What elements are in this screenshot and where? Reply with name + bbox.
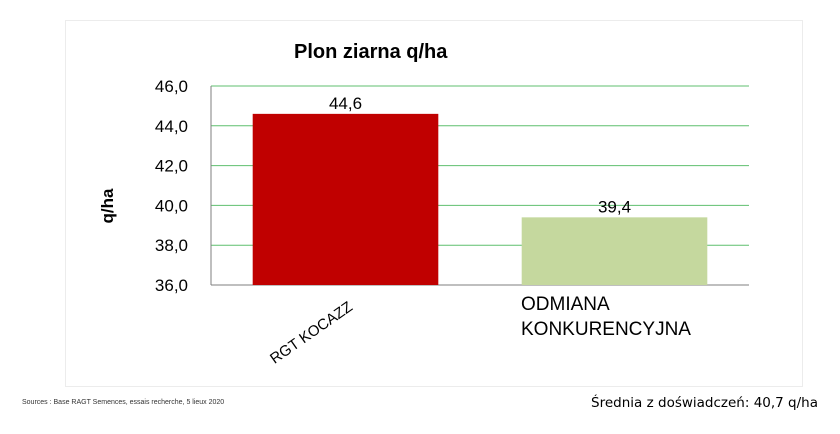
bar-chart: Plon ziarna q/ha 46,0 44,0 42,0 40,0 38,0 36,… [98, 41, 749, 368]
data-label: 44,6 [329, 94, 362, 113]
y-tick-label: 46,0 [155, 77, 188, 96]
y-tick-label: 44,0 [155, 117, 188, 136]
bar [252, 113, 439, 285]
y-tick-labels: 46,0 44,0 42,0 40,0 38,0 36,0 [155, 77, 188, 295]
category-label: KONKURENCYJNA [521, 319, 691, 340]
source-note: Sources : Base RAGT Semences, essais rec… [22, 399, 225, 406]
data-labels: 44,6 39,4 [329, 94, 631, 216]
bar [521, 217, 708, 285]
y-axis-label: q/ha [98, 188, 117, 223]
category-labels: RGT KOCAZZ ODMIANA KONKURENCYJNA [267, 294, 691, 368]
y-tick-label: 38,0 [155, 236, 188, 255]
data-label: 39,4 [598, 197, 631, 216]
bars [252, 113, 708, 285]
y-tick-label: 36,0 [155, 276, 188, 295]
category-label: RGT KOCAZZ [267, 298, 356, 367]
y-tick-label: 42,0 [155, 157, 188, 176]
average-note: Średnia z doświadczeń: 40,7 q/ha [591, 395, 818, 411]
chart-panel: Plon ziarna q/ha 46,0 44,0 42,0 40,0 38,0 36,… [65, 20, 803, 387]
category-label: ODMIANA [521, 294, 610, 315]
chart-title: Plon ziarna q/ha [294, 41, 448, 63]
y-tick-label: 40,0 [155, 196, 188, 215]
